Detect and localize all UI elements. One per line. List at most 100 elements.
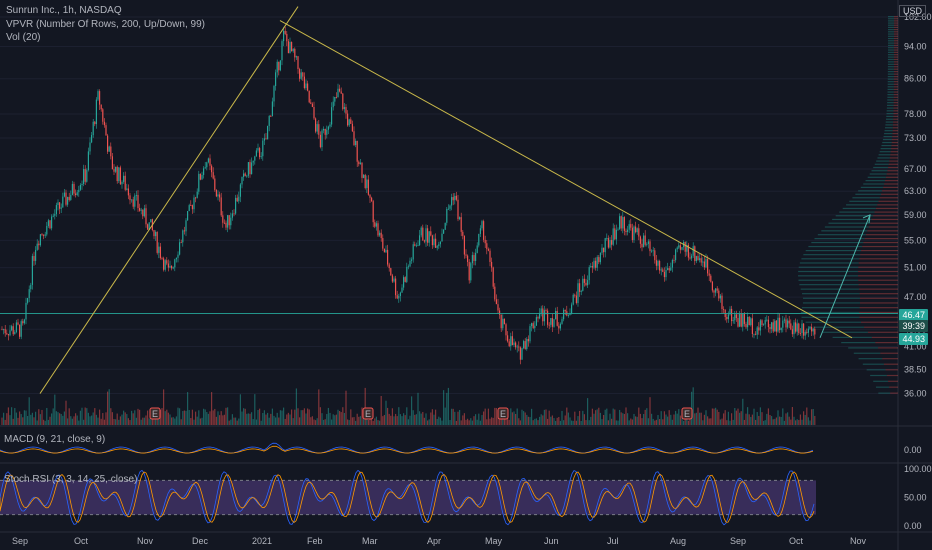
vp-bar-down: [893, 22, 898, 24]
candle-body: [329, 124, 331, 127]
volume-bar: [812, 408, 814, 425]
volume-bar: [203, 408, 205, 425]
volume-bar: [343, 412, 345, 425]
candle-body: [263, 138, 265, 141]
candle-body: [73, 183, 75, 194]
volume-bar: [99, 409, 101, 425]
candle-body: [590, 266, 592, 268]
volume-bar: [491, 417, 493, 425]
candle-body: [356, 140, 358, 162]
vp-bar-down: [873, 215, 898, 217]
volume-bar: [262, 412, 264, 425]
candle-body: [28, 289, 30, 299]
vp-bar-up: [873, 166, 889, 169]
volume-bar: [455, 420, 457, 425]
stoch-rsi-title[interactable]: Stoch RSI (3, 3, 14, 25, close): [4, 474, 138, 485]
volume-bar: [180, 419, 182, 425]
candle-body: [7, 334, 9, 336]
volume-bar: [103, 419, 105, 425]
candle-body: [251, 162, 253, 175]
volume-bar: [727, 411, 729, 425]
candle-body: [420, 227, 422, 236]
candle-body: [431, 235, 433, 246]
candle-body: [534, 325, 536, 329]
volume-bar: [457, 411, 459, 425]
volume-bar: [412, 410, 414, 425]
volume-bar: [121, 414, 123, 425]
candle-body: [748, 316, 750, 326]
candle-body: [551, 318, 553, 327]
volume-bar: [227, 407, 229, 425]
volume-bar: [732, 419, 734, 425]
candle-body: [283, 30, 285, 42]
currency-selector[interactable]: USD: [898, 5, 926, 17]
candle-body: [135, 195, 137, 196]
volume-bar: [3, 412, 5, 425]
candle-body: [699, 258, 701, 261]
vp-bar-up: [858, 358, 883, 360]
volume-bar: [449, 420, 451, 425]
x-tick-label: 2021: [252, 536, 272, 546]
volume-bar: [52, 408, 54, 425]
volume-bar: [559, 420, 561, 425]
vp-bar-up: [887, 51, 894, 53]
volume-indicator-label[interactable]: Vol (20): [6, 32, 41, 43]
vpvr-indicator-label[interactable]: VPVR (Number Of Rows, 200, Up/Down, 99): [6, 19, 205, 30]
candle-body: [628, 224, 630, 230]
vp-bar-up: [887, 44, 894, 46]
volume-bar: [803, 411, 805, 425]
macd-title[interactable]: MACD (9, 21, close, 9): [4, 434, 106, 445]
volume-bar: [729, 420, 731, 425]
volume-bar: [347, 419, 349, 425]
candle-body: [625, 230, 627, 232]
volume-bar: [294, 409, 296, 425]
vp-bar-up: [885, 124, 893, 126]
vp-bar-down: [893, 71, 898, 73]
volume-bar: [764, 420, 766, 425]
candle-body: [729, 308, 731, 315]
volume-bar: [273, 415, 275, 425]
countdown-tag: 39:39: [899, 320, 928, 332]
volume-bar: [524, 412, 526, 425]
vp-bar-up: [842, 207, 876, 210]
vp-bar-up: [799, 284, 859, 286]
volume-bar: [22, 417, 24, 425]
volume-bar: [651, 413, 653, 425]
candle-body: [486, 243, 488, 250]
volume-bar: [508, 419, 510, 425]
candle-body: [449, 205, 451, 209]
volume-bar: [59, 413, 61, 425]
volume-bar: [308, 409, 310, 425]
volume-bar: [563, 420, 565, 425]
candle-body: [372, 201, 374, 223]
forecast-arrow-head: [862, 214, 871, 223]
volume-bar: [521, 409, 523, 425]
volume-bar: [76, 415, 78, 425]
candle-body: [809, 326, 811, 329]
candle-body: [803, 323, 805, 336]
candle-body: [334, 96, 336, 102]
candle-body: [292, 48, 294, 52]
x-tick-label: Aug: [670, 536, 686, 546]
vp-bar-up: [887, 86, 894, 88]
candle-body: [116, 166, 118, 182]
vp-bar-down: [893, 18, 898, 20]
candle-body: [459, 217, 461, 220]
vp-bar-down: [888, 166, 898, 169]
candle-body: [635, 226, 637, 233]
volume-bar: [438, 416, 440, 425]
candle-body: [401, 287, 403, 293]
volume-bar: [259, 408, 261, 425]
vp-bar-up: [848, 347, 879, 349]
volume-bar: [633, 413, 635, 425]
candle-body: [345, 107, 347, 114]
volume-bar: [695, 412, 697, 425]
volume-bar: [303, 408, 305, 425]
x-tick-label: Sep: [12, 536, 28, 546]
volume-bar: [487, 408, 489, 425]
vp-bar-down: [893, 107, 898, 109]
volume-bar: [255, 419, 257, 425]
candle-body: [43, 234, 45, 236]
candle-body: [603, 247, 605, 253]
